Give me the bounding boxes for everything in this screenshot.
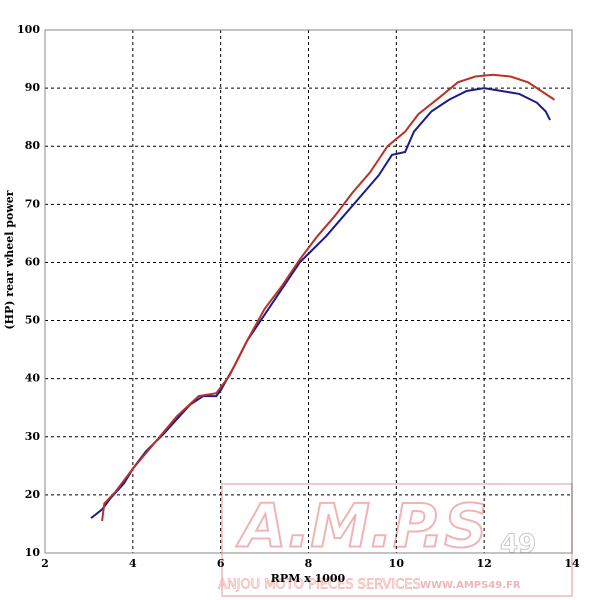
y-tick-label: 50 [25, 314, 41, 327]
y-tick-label: 20 [25, 488, 41, 501]
watermark: A.M.P.S 49 ANJOU MOTO PIECES SERVICES WW… [218, 483, 573, 597]
power-curve [101, 73, 555, 522]
x-tick-label: 10 [389, 557, 405, 570]
watermark-tagline: ANJOU MOTO PIECES SERVICES [218, 578, 421, 593]
watermark-number: 49 [500, 530, 536, 560]
x-tick-label: 8 [305, 557, 313, 570]
x-tick-label: 6 [217, 557, 225, 570]
y-tick-label: 10 [25, 546, 41, 559]
y-tick-label: 90 [25, 81, 41, 94]
y-axis-title: (HP) rear wheel power [3, 190, 16, 329]
watermark-url: WWW.AMPS49.FR [420, 580, 521, 591]
y-tick-label: 30 [25, 430, 41, 443]
y-tick-label: 100 [17, 23, 40, 36]
x-tick-label: 14 [564, 557, 580, 570]
plot-frame [44, 29, 573, 554]
x-tick-label: 2 [41, 557, 49, 570]
power-curve [90, 87, 551, 519]
y-tick-label: 60 [25, 255, 41, 268]
x-axis-title: RPM x 1000 [271, 572, 346, 585]
watermark-logo: A.M.P.S [236, 492, 487, 562]
y-tick-label: 40 [25, 372, 41, 385]
y-tick-label: 80 [25, 139, 41, 152]
y-tick-label: 70 [25, 197, 41, 210]
x-tick-label: 12 [477, 557, 492, 570]
x-tick-label: 4 [129, 557, 137, 570]
